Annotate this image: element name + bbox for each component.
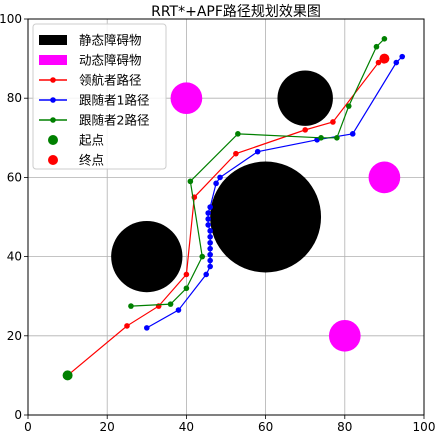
start-marker (62, 370, 73, 381)
series-point-1 (207, 228, 213, 234)
legend-key-marker (50, 117, 56, 123)
tick-label-x: 80 (337, 420, 352, 434)
tick-label-y: 0 (14, 408, 22, 422)
goal-marker (379, 53, 390, 64)
series-point-1 (144, 325, 150, 331)
series-point-1 (205, 222, 211, 228)
series-point-1 (213, 180, 219, 187)
series-point-2 (235, 131, 241, 137)
plot-frame (27, 18, 425, 416)
series-point-1 (399, 53, 406, 60)
series-point-1 (205, 216, 211, 222)
legend-label: 起点 (79, 133, 104, 148)
chart-title: RRT*+APF路径规划效果图 (151, 4, 321, 20)
dynamic-obstacle (328, 319, 361, 352)
dynamic-obstacle (368, 161, 401, 194)
series-point-1 (207, 251, 213, 258)
static-obstacle (277, 70, 333, 126)
series-point-0 (233, 150, 239, 157)
series-point-1 (207, 239, 213, 246)
dynamic-obstacle (170, 82, 203, 115)
legend-label: 终点 (79, 153, 104, 168)
series-point-1 (254, 148, 261, 155)
series-point-2 (183, 285, 190, 292)
static-obstacle (111, 220, 183, 293)
legend-key-dot (48, 135, 58, 145)
legend-key-marker (50, 77, 56, 83)
legend-key-dot (48, 155, 58, 165)
series-point-0 (330, 119, 336, 125)
series-point-2 (345, 103, 352, 109)
series-point-2 (167, 301, 174, 307)
legend-label: 领航者路径 (79, 73, 142, 88)
series-point-2 (187, 178, 194, 185)
series-point-0 (375, 59, 382, 66)
series-point-0 (124, 323, 130, 329)
obstacles (111, 70, 401, 352)
tick-label-x: 60 (258, 420, 273, 434)
series-point-0 (302, 127, 309, 133)
series-point-2 (318, 135, 324, 141)
legend-key-marker (50, 97, 56, 103)
series-point-1 (175, 307, 182, 313)
static-obstacle (210, 161, 322, 273)
series-point-1 (349, 131, 356, 137)
series-point-1 (203, 271, 209, 278)
legend-label: 跟随者1路径 (79, 93, 149, 108)
legend-key-patch (39, 55, 67, 65)
tick-label-x: 20 (100, 420, 115, 434)
tick-label-y: 100 (0, 12, 22, 26)
tick-label-y: 20 (7, 329, 22, 343)
series-point-1 (217, 174, 223, 181)
legend-label: 跟随者2路径 (79, 113, 149, 128)
series-point-1 (207, 245, 213, 252)
tick-label-y: 80 (7, 91, 22, 105)
series-point-1 (207, 204, 213, 210)
tick-label-y: 40 (7, 250, 22, 264)
series-point-2 (128, 303, 134, 309)
series-point-1 (207, 263, 213, 270)
series-point-2 (199, 253, 206, 260)
legend-label: 动态障碍物 (79, 53, 142, 68)
series-point-2 (373, 43, 380, 50)
tick-label-x: 40 (179, 420, 194, 434)
series-point-2 (381, 36, 388, 42)
series-point-1 (393, 59, 400, 66)
series-point-2 (334, 135, 340, 141)
tick-label-x: 100 (413, 420, 436, 434)
tick-label-y: 60 (7, 170, 22, 184)
markers (62, 53, 390, 381)
tick-label-x: 0 (24, 420, 32, 434)
series-point-1 (207, 257, 213, 264)
series-point-1 (207, 234, 213, 240)
series-point-0 (183, 271, 190, 278)
ticks: 0 20 40 60 80 100 0 20 40 60 80 100 (0, 12, 435, 434)
legend-label: 静态障碍物 (79, 33, 142, 48)
series-point-1 (205, 210, 211, 216)
legend-key-patch (39, 35, 67, 45)
